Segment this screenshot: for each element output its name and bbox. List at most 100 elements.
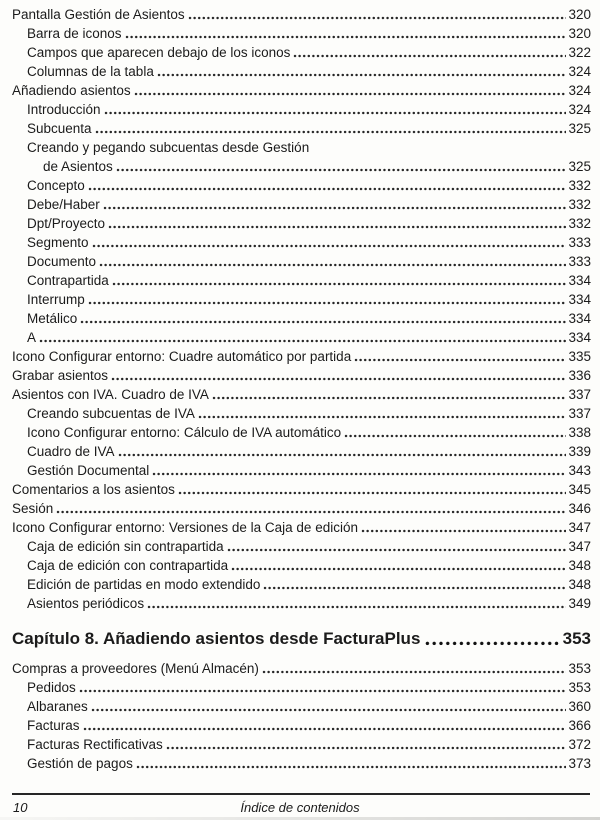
toc-entry-label: Creando y pegando subcuentas desde Gesti… [27, 140, 310, 155]
toc-entry-label: Barra de iconos [27, 26, 122, 41]
toc-entry-label: de Asientos [43, 159, 113, 174]
dot-leader [91, 244, 567, 248]
toc-entry: Columnas de la tabla 324 [12, 62, 591, 81]
toc-entry-page: 338 [568, 425, 591, 440]
toc-entry-page: 332 [568, 197, 591, 212]
toc-entry: Campos que aparecen debajo de los iconos… [12, 43, 591, 62]
toc-entry-label: Icono Configurar entorno: Versiones de l… [12, 520, 358, 535]
toc-entry: Icono Configurar entorno: Cálculo de IVA… [12, 423, 591, 442]
toc-entry-page: 337 [568, 387, 591, 402]
toc-entry-page: 335 [568, 349, 591, 364]
toc-entry-label: Grabar asientos [12, 368, 109, 383]
toc-entry-page: 353 [568, 661, 591, 676]
dot-leader [108, 225, 567, 229]
dot-leader [102, 206, 567, 210]
dot-leader [90, 708, 567, 712]
toc-entry-label: Caja de edición con contrapartida [27, 558, 229, 573]
toc-entry: Documento 333 [12, 252, 591, 271]
toc-entry: Compras a proveedores (Menú Almacén) 353 [12, 659, 591, 678]
toc-entry: Facturas Rectificativas 372 [12, 735, 591, 754]
toc-entry-label: Comentarios a los asientos [12, 482, 175, 497]
toc-entry-page: 320 [568, 26, 591, 41]
toc-entry-page: 337 [568, 406, 591, 421]
toc-entry: Añadiendo asientos 324 [12, 81, 591, 100]
toc-entry-label: Metálico [27, 311, 78, 326]
dot-leader [152, 472, 567, 476]
toc-entry: Concepto 332 [12, 176, 591, 195]
dot-leader [187, 16, 567, 20]
dot-leader [80, 320, 567, 324]
toc-entry-page: 322 [568, 45, 591, 60]
toc-entry: A 334 [12, 328, 591, 347]
toc-entry-page: 333 [568, 235, 591, 250]
toc-entry-page: 366 [568, 718, 591, 733]
dot-leader [39, 339, 567, 343]
toc-entry: Grabar asientos 336 [12, 366, 591, 385]
toc-section-top: Pantalla Gestión de Asientos 320 Barra de … [12, 5, 591, 613]
toc-entry-label: Añadiendo asientos [12, 83, 131, 98]
dot-leader [94, 130, 567, 134]
toc-entry-label: Facturas Rectificativas [27, 737, 163, 752]
toc-entry-label: Pedidos [27, 680, 76, 695]
dot-leader [135, 765, 567, 769]
toc-entry: Icono Configurar entorno: Versiones de l… [12, 518, 591, 537]
toc-entry-label: Asientos periódicos [27, 596, 145, 611]
toc-entry: Interrump 334 [12, 290, 591, 309]
toc-entry-label: Gestión de pagos [27, 756, 133, 771]
toc-entry: Edición de partidas en modo extendido 348 [12, 575, 591, 594]
toc-entry-page: 349 [568, 596, 591, 611]
toc-entry-label: Caja de edición sin contrapartida [27, 539, 224, 554]
toc-entry-page: 372 [568, 737, 591, 752]
toc-entry-label: Documento [27, 254, 97, 269]
dot-leader [177, 491, 567, 495]
dot-leader [56, 510, 567, 514]
dot-leader [117, 453, 567, 457]
footer-title: Índice de contenidos [240, 800, 360, 815]
dot-leader [263, 586, 567, 590]
toc-entry: Subcuenta 325 [12, 119, 591, 138]
toc-entry: Caja de edición sin contrapartida 347 [12, 537, 591, 556]
toc-entry: Gestión de pagos 373 [12, 754, 591, 773]
toc-entry-page: 353 [568, 680, 591, 695]
toc-entry-page: 320 [568, 7, 591, 22]
toc-section-bottom: Compras a proveedores (Menú Almacén) 353 P… [12, 659, 591, 773]
dot-leader [147, 605, 567, 609]
toc-entry: Icono Configurar entorno: Cuadre automát… [12, 347, 591, 366]
toc-entry-page: 373 [568, 756, 591, 771]
toc-entry-label: Edición de partidas en modo extendido [27, 577, 261, 592]
toc-entry-label: Facturas [27, 718, 80, 733]
dot-leader [231, 567, 567, 571]
toc-entry-page: 346 [568, 501, 591, 516]
dot-leader [87, 187, 567, 191]
toc-entry: Creando y pegando subcuentas desde Gesti… [12, 138, 591, 157]
toc-entry-page: 348 [568, 558, 591, 573]
dot-leader [87, 301, 567, 305]
toc-entry-page: 334 [568, 273, 591, 288]
toc-entry: Barra de iconos 320 [12, 24, 591, 43]
toc-entry-page: 324 [568, 83, 591, 98]
chapter-heading-page: 353 [562, 629, 591, 648]
toc-entry-label: Icono Configurar entorno: Cuadre automát… [12, 349, 352, 364]
toc-entry-label: Gestión Documental [27, 463, 150, 478]
toc-entry: Albaranes 360 [12, 697, 591, 716]
toc-entry-label: Icono Configurar entorno: Cálculo de IVA… [27, 425, 342, 440]
toc-entry: Cuadro de IVA 339 [12, 442, 591, 461]
chapter-heading: Capítulo 8. Añadiendo asientos desde Fac… [12, 627, 591, 651]
toc-entry-label: Introducción [27, 102, 101, 117]
dot-leader [103, 111, 567, 115]
dot-leader [111, 377, 567, 381]
footer-divider [12, 793, 590, 795]
toc-entry-page: 347 [568, 539, 591, 554]
toc-entry: de Asientos 325 [12, 157, 591, 176]
toc-entry-page: 345 [568, 482, 591, 497]
toc-entry-label: Columnas de la tabla [27, 64, 154, 79]
dot-leader [226, 548, 567, 552]
toc-entry-page: 324 [568, 102, 591, 117]
toc-entry: Dpt/Proyecto 332 [12, 214, 591, 233]
toc-entry-label: Asientos con IVA. Cuadro de IVA [12, 387, 209, 402]
dot-leader [99, 263, 567, 267]
dot-leader [197, 415, 567, 419]
dot-leader [344, 434, 567, 438]
toc-entry: Comentarios a los asientos 345 [12, 480, 591, 499]
toc-entry-label: Subcuenta [27, 121, 92, 136]
